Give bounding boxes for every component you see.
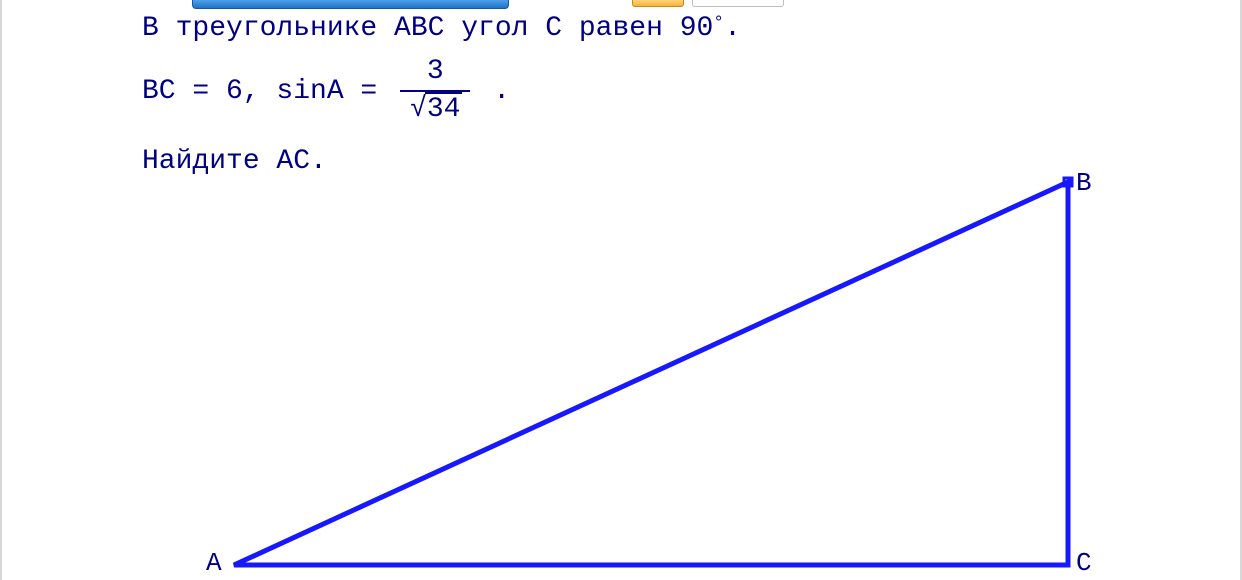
text-line1b: . — [724, 7, 741, 50]
problem-text: В треугольнике ABC угол C равен 90°. BC … — [142, 7, 741, 184]
fraction-numerator: 3 — [417, 56, 454, 90]
triangle-path — [234, 182, 1068, 565]
radicand: 34 — [425, 92, 463, 125]
triangle-svg — [234, 178, 1104, 578]
text-line2a: BC = 6, sinA = — [142, 70, 394, 113]
fraction: 3 34 — [400, 56, 470, 126]
problem-line-1: В треугольнике ABC угол C равен 90°. — [142, 7, 741, 50]
page: В треугольнике ABC угол C равен 90°. BC … — [0, 0, 1242, 580]
fraction-denominator: 34 — [400, 90, 470, 126]
text-line1a: В треугольнике ABC угол C равен 90 — [142, 7, 713, 50]
problem-line-2: BC = 6, sinA = 3 34 . — [142, 56, 741, 126]
degree-symbol: ° — [713, 11, 724, 39]
vertex-A-label: A — [206, 548, 222, 578]
vertex-C-label: C — [1076, 548, 1092, 578]
text-line2b: . — [476, 70, 510, 113]
sqrt-icon: 34 — [408, 96, 462, 124]
toolbar-orange-fragment — [632, 0, 684, 7]
vertex-B-label: B — [1076, 168, 1092, 198]
triangle-figure: A B C — [234, 178, 1104, 578]
toolbar-white-fragment — [692, 0, 784, 7]
